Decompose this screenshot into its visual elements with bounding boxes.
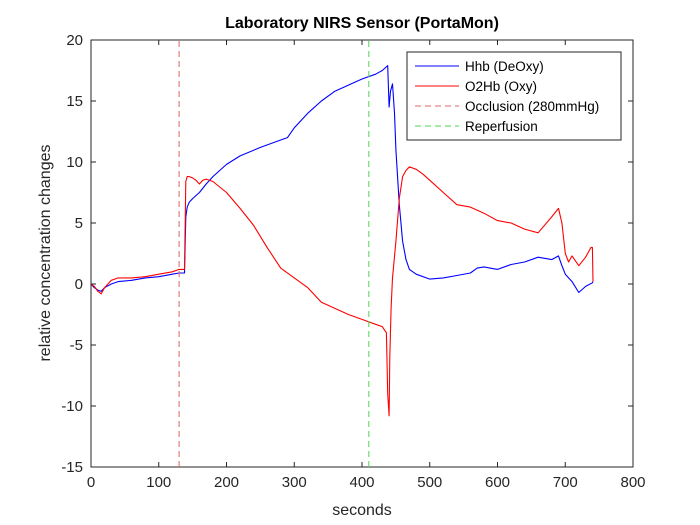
y-tick-label: 5 <box>75 215 83 232</box>
y-tick-label: -10 <box>61 398 83 415</box>
y-tick-label: -5 <box>70 337 83 354</box>
x-tick-label: 700 <box>553 474 578 491</box>
legend-label-occlusion-280mmhg: Occlusion (280mmHg) <box>465 99 599 114</box>
legend-label-o2hb-oxy: O2Hb (Oxy) <box>465 79 537 94</box>
x-tick-label: 500 <box>417 474 442 491</box>
x-axis-label: seconds <box>332 502 392 519</box>
x-tick-label: 100 <box>146 474 171 491</box>
x-tick-label: 800 <box>620 474 645 491</box>
series-line-o2hb-oxy <box>91 166 594 417</box>
y-tick-label: -15 <box>61 459 83 476</box>
chart-title: Laboratory NIRS Sensor (PortaMon) <box>225 15 499 32</box>
legend: Hhb (DeOxy) O2Hb (Oxy) Occlusion (280mmHg)… <box>406 51 622 141</box>
y-tick-label: 0 <box>75 276 83 293</box>
x-tick-label: 400 <box>349 474 374 491</box>
y-axis-label: relative concentration changes <box>37 144 54 361</box>
y-axis: -15 -10 -5 0 5 10 15 20 <box>61 32 633 476</box>
legend-label-reperfusion: Reperfusion <box>465 119 538 134</box>
x-axis: 0 100 200 300 400 500 600 700 800 <box>87 40 646 491</box>
x-tick-label: 300 <box>282 474 307 491</box>
y-tick-label: 15 <box>66 93 83 110</box>
x-tick-label: 600 <box>485 474 510 491</box>
y-tick-label: 10 <box>66 154 83 171</box>
series-line-hhb-deoxy <box>91 65 594 294</box>
legend-box <box>406 51 622 141</box>
x-tick-label: 200 <box>214 474 239 491</box>
series-layer <box>91 40 594 467</box>
y-tick-label: 20 <box>66 32 83 49</box>
x-tick-label: 0 <box>87 474 95 491</box>
legend-label-hhb-deoxy: Hhb (DeOxy) <box>465 59 544 74</box>
